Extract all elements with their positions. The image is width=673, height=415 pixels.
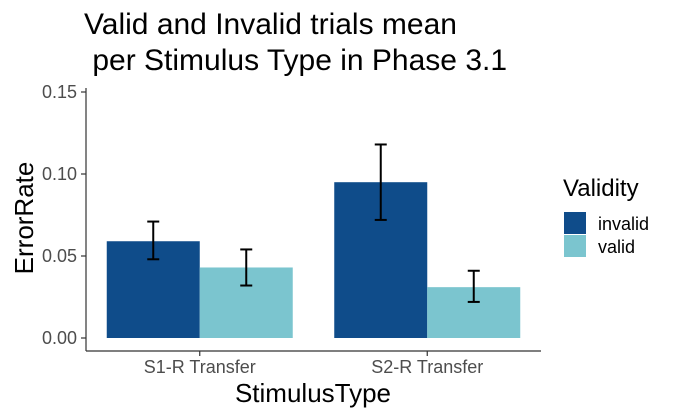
error-bar-invalid-1	[147, 220, 160, 261]
y-tick-label: 0.00	[42, 328, 77, 348]
chart-title-line-2: per Stimulus Type in Phase 3.1	[84, 44, 507, 77]
error-bar-invalid-2	[374, 143, 387, 221]
legend-label-valid: valid	[598, 237, 635, 257]
chart-title: Valid and Invalid trials mean per Stimul…	[84, 8, 507, 77]
y-axis-title: ErrorRate	[9, 162, 39, 275]
y-tick-label: 0.05	[42, 246, 77, 266]
error-bar-valid-1	[240, 248, 253, 287]
y-tick-label: 0.10	[42, 164, 77, 184]
error-bars	[147, 143, 480, 303]
legend-key-valid	[564, 235, 586, 257]
x-tick-label: S1-R Transfer	[144, 357, 256, 377]
legend-items: invalid valid	[564, 212, 649, 257]
bars	[106, 182, 521, 338]
error-bar-valid-2	[467, 269, 480, 303]
y-tick-label: 0.15	[42, 82, 77, 102]
y-ticks: 0.00 0.05 0.10 0.15	[42, 82, 86, 348]
plot-area: 0.00 0.05 0.10 0.15 S1-R Transfer S2-R Trans…	[42, 82, 541, 377]
x-axis-title: StimulusType	[235, 378, 391, 408]
legend-title: Validity	[563, 175, 639, 202]
legend-key-invalid	[564, 212, 586, 234]
legend-label-invalid: invalid	[598, 214, 649, 234]
chart-title-line-1: Valid and Invalid trials mean	[84, 8, 457, 41]
x-ticks: S1-R Transfer S2-R Transfer	[144, 351, 483, 377]
x-tick-label: S2-R Transfer	[371, 357, 483, 377]
legend: Validity invalid valid	[563, 175, 649, 257]
